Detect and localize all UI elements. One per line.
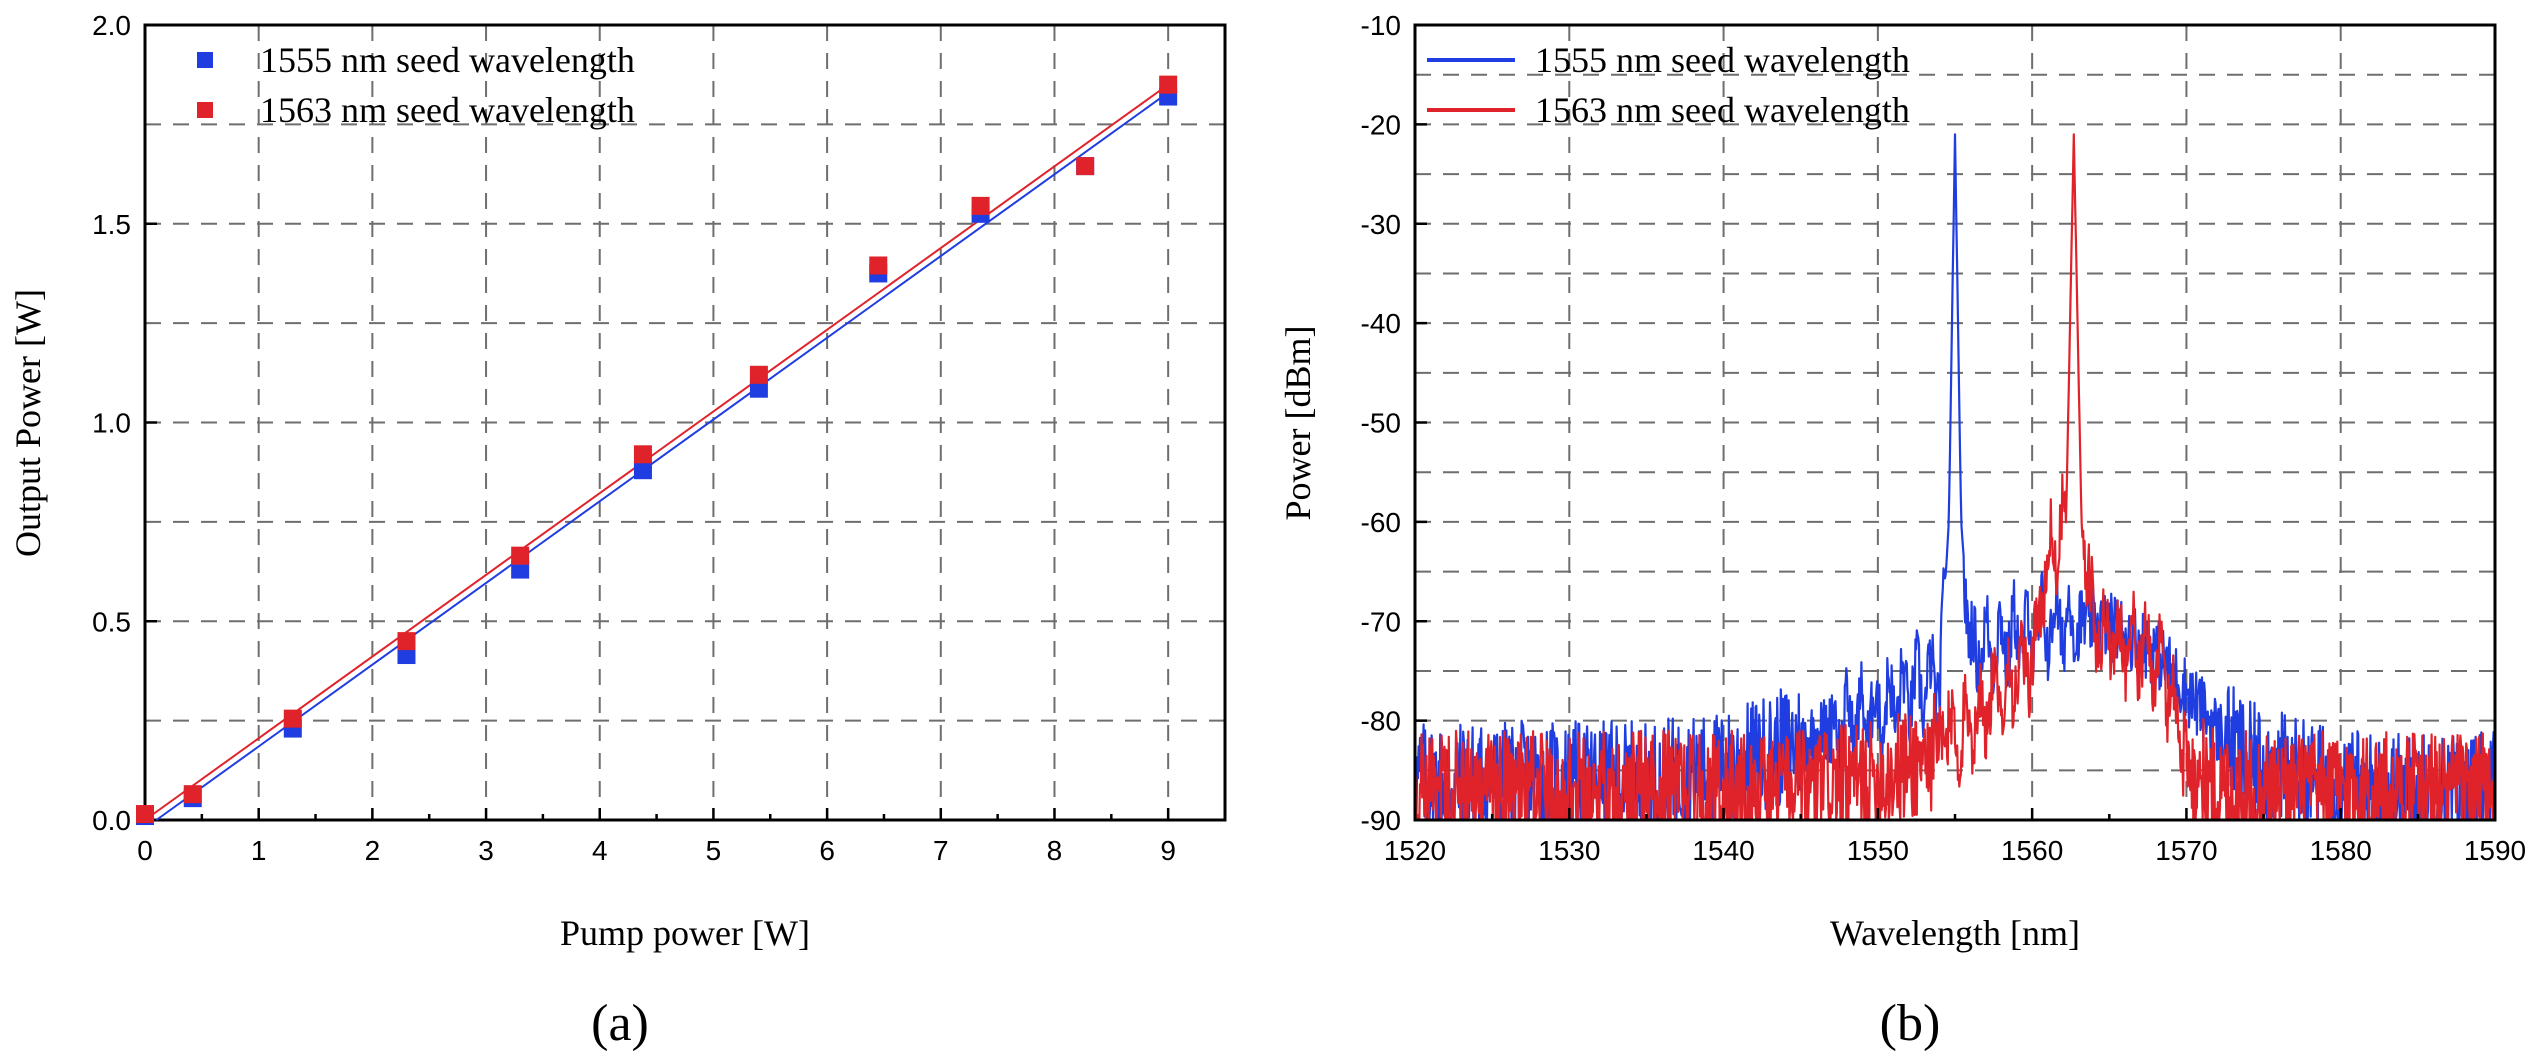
panel-b-x-tick-label: 1550 xyxy=(1847,835,1909,866)
data-point-series-1 xyxy=(283,709,302,728)
panel-b-x-axis-label: Wavelength [nm] xyxy=(1830,913,2080,953)
legend-label-1555: 1555 nm seed wavelength xyxy=(1535,40,1910,80)
panel-a-x-tick-label: 7 xyxy=(933,835,949,866)
data-point-series-0 xyxy=(397,646,416,665)
data-point-series-1 xyxy=(183,785,202,804)
panel-b-spectrum-lines xyxy=(1413,133,2497,822)
panel-a-legend: 1555 nm seed wavelength 1563 nm seed wav… xyxy=(197,40,635,130)
spectrum-line-series-1 xyxy=(1413,133,2497,822)
data-point-series-0 xyxy=(511,560,530,579)
fit-line-series-1 xyxy=(144,83,1169,821)
panel-b-x-tick-label: 1540 xyxy=(1692,835,1754,866)
legend-marker-1563 xyxy=(197,102,213,118)
data-point-series-1 xyxy=(1076,157,1095,176)
legend-marker-1555 xyxy=(197,52,213,68)
panel-b-y-axis-label: Power [dBm] xyxy=(1278,326,1318,521)
panel-b-y-tick-label: -40 xyxy=(1361,308,1401,339)
fit-line-series-0 xyxy=(155,91,1169,821)
panel-a-y-axis-label: Output Power [W] xyxy=(8,289,48,557)
panel-b-y-tick-label: -50 xyxy=(1361,408,1401,439)
data-point-series-0 xyxy=(633,461,652,480)
panel-a-x-tick-label: 6 xyxy=(819,835,835,866)
panel-a-grid xyxy=(145,25,1225,820)
panel-b-y-tick-label: -10 xyxy=(1361,10,1401,41)
panel-b-y-tick-label: -30 xyxy=(1361,209,1401,240)
data-point-series-1 xyxy=(633,445,652,464)
panel-b-y-tick-label: -20 xyxy=(1361,109,1401,140)
panel-b-spectrum-chart: 1520 1530 1540 1550 1560 1570 1580 1590 -90 -80 -7… xyxy=(1278,10,2526,1052)
panel-b-y-tick-label: -60 xyxy=(1361,507,1401,538)
legend-label-1563: 1563 nm seed wavelength xyxy=(260,90,635,130)
panel-a-x-axis-label: Pump power [W] xyxy=(560,913,810,953)
panel-a-x-tick-label: 8 xyxy=(1047,835,1063,866)
legend-label-1563: 1563 nm seed wavelength xyxy=(1535,90,1910,130)
panel-b-caption: (b) xyxy=(1880,995,1941,1052)
data-point-series-1 xyxy=(971,196,990,215)
panel-a-x-tick-label: 0 xyxy=(137,835,153,866)
panel-a-y-tick-label: 1.0 xyxy=(92,408,131,439)
panel-a-x-tick-label: 4 xyxy=(592,835,608,866)
data-point-series-1 xyxy=(869,256,888,275)
panel-a-y-tick-label: 1.5 xyxy=(92,209,131,240)
panel-b-legend: 1555 nm seed wavelength 1563 nm seed wav… xyxy=(1427,40,1910,130)
panel-a-x-tick-label: 9 xyxy=(1160,835,1176,866)
panel-a-y-tick-label: 0.5 xyxy=(92,606,131,637)
panel-a-caption: (a) xyxy=(591,995,649,1052)
panel-a-y-tick-label: 2.0 xyxy=(92,10,131,41)
panel-b-x-tick-label: 1520 xyxy=(1384,835,1446,866)
panel-b-y-tick-label: -90 xyxy=(1361,805,1401,836)
data-point-series-1 xyxy=(511,546,530,565)
panel-b-x-tick-label: 1590 xyxy=(2464,835,2526,866)
panel-b-x-tick-label: 1560 xyxy=(2001,835,2063,866)
data-point-series-1 xyxy=(136,805,154,824)
panel-a-output-power-chart: 0 1 2 3 4 5 6 7 8 9 0.0 0.5 1.0 1.5 2.0 1555 nm seed w… xyxy=(8,10,1227,1052)
legend-label-1555: 1555 nm seed wavelength xyxy=(260,40,635,80)
panel-b-x-tick-label: 1570 xyxy=(2155,835,2217,866)
panel-a-ticks: 0 1 2 3 4 5 6 7 8 9 0.0 0.5 1.0 1.5 2.0 xyxy=(92,10,1176,866)
data-point-series-0 xyxy=(749,379,768,398)
panel-b-ticks: 1520 1530 1540 1550 1560 1570 1580 1590 -90 -80 -7… xyxy=(1361,10,2527,866)
panel-a-x-tick-label: 5 xyxy=(706,835,722,866)
data-point-series-1 xyxy=(397,632,416,651)
panel-a-x-tick-label: 2 xyxy=(365,835,381,866)
data-point-series-1 xyxy=(749,365,768,384)
panel-a-x-tick-label: 1 xyxy=(251,835,267,866)
panel-b-y-tick-label: -80 xyxy=(1361,706,1401,737)
panel-a-data-points xyxy=(136,75,1178,826)
panel-b-x-tick-label: 1530 xyxy=(1538,835,1600,866)
panel-a-fit-lines xyxy=(144,83,1169,821)
panel-b-x-tick-label: 1580 xyxy=(2310,835,2372,866)
panel-b-y-tick-label: -70 xyxy=(1361,606,1401,637)
panel-a-x-tick-label: 3 xyxy=(478,835,494,866)
panel-a-y-tick-label: 0.0 xyxy=(92,805,131,836)
data-point-series-1 xyxy=(1159,75,1178,94)
